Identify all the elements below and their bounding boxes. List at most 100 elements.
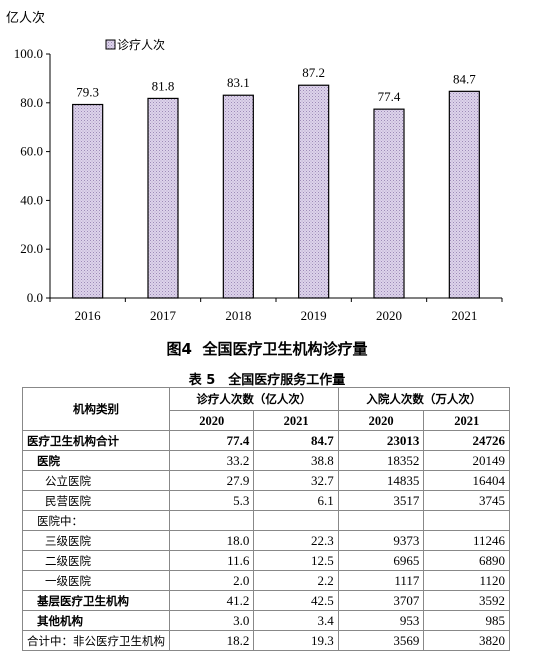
cell-value: 3745 [423, 490, 510, 511]
header-category: 机构类别 [22, 387, 170, 431]
cell-value: 953 [337, 610, 425, 631]
cell-value: 3592 [423, 590, 510, 611]
cell-value: 18.2 [168, 630, 255, 651]
medical-services-table: 机构类别 诊疗人次数（亿人次） 入院人次数（万人次） 2020 2021 202… [22, 387, 511, 651]
table-row: 医院中： [22, 510, 510, 531]
x-tick-label: 2016 [75, 308, 102, 323]
x-tick-label: 2020 [376, 308, 402, 323]
cell-value: 9373 [337, 530, 425, 551]
cell-value: 11246 [423, 530, 510, 551]
y-tick-label: 60.0 [20, 144, 43, 159]
row-label: 医疗卫生机构合计 [22, 430, 170, 451]
table-row: 其他机构 3.0 3.4 953 985 [22, 610, 510, 631]
cell-value: 12.5 [253, 550, 339, 571]
cell-value: 41.2 [168, 590, 255, 611]
x-tick-label: 2018 [225, 308, 251, 323]
header-visits: 诊疗人次数（亿人次） [169, 387, 339, 411]
cell-value: 3.0 [168, 610, 255, 631]
cell-value: 38.8 [253, 450, 339, 471]
figure-caption-title: 全国医疗卫生机构诊疗量 [202, 340, 368, 358]
cell-value: 3.4 [253, 610, 339, 631]
row-label: 三级医院 [22, 530, 170, 551]
x-tick-label: 2017 [150, 308, 177, 323]
legend-label: 诊疗人次 [117, 38, 165, 52]
cell-value: 985 [423, 610, 510, 631]
cell-value [168, 510, 255, 531]
cell-value: 24726 [423, 430, 510, 451]
cell-value [253, 510, 339, 531]
cell-value: 16404 [423, 470, 510, 491]
cell-value: 22.3 [253, 530, 339, 551]
header-admissions: 入院人次数（万人次） [337, 387, 511, 411]
row-label: 医院 [22, 450, 170, 471]
y-tick-label: 80.0 [20, 95, 43, 110]
table-row: 公立医院 27.9 32.7 14835 16404 [22, 470, 510, 491]
header-year: 2020 [337, 410, 425, 431]
header-year: 2021 [253, 410, 339, 431]
bar-value-label: 87.2 [302, 65, 325, 80]
cell-value: 1120 [423, 570, 510, 591]
table-row: 医院 33.2 38.8 18352 20149 [22, 450, 510, 471]
bar-value-label: 77.4 [378, 89, 401, 104]
cell-value: 6.1 [253, 490, 339, 511]
cell-value: 2.2 [253, 570, 339, 591]
x-tick-label: 2019 [301, 308, 327, 323]
cell-value: 3569 [337, 630, 425, 651]
bar [298, 84, 330, 299]
cell-value: 32.7 [253, 470, 339, 491]
cell-value: 18352 [337, 450, 425, 471]
table-row: 民营医院 5.3 6.1 3517 3745 [22, 490, 510, 511]
bar-value-label: 83.1 [227, 75, 250, 90]
cell-value: 77.4 [168, 430, 255, 451]
row-label: 基层医疗卫生机构 [22, 590, 170, 611]
figure-caption-prefix: 图 [166, 340, 182, 358]
cell-value: 6890 [423, 550, 510, 571]
x-tick-label: 2021 [451, 308, 477, 323]
cell-value: 14835 [337, 470, 425, 491]
figure-caption: 图4 全国医疗卫生机构诊疗量 [0, 338, 534, 359]
bar-value-label: 81.8 [152, 78, 175, 93]
cell-value: 84.7 [253, 430, 339, 451]
y-tick-label: 40.0 [20, 192, 43, 207]
cell-value: 3707 [337, 590, 425, 611]
cell-value: 18.0 [168, 530, 255, 551]
cell-value: 19.3 [253, 630, 339, 651]
row-label: 二级医院 [22, 550, 170, 571]
header-year: 2021 [423, 410, 510, 431]
y-tick-label: 20.0 [20, 241, 43, 256]
row-label: 合计中：非公医疗卫生机构 [22, 630, 170, 651]
cell-value: 27.9 [168, 470, 255, 491]
cell-value: 23013 [337, 430, 425, 451]
bar [373, 108, 405, 299]
chart-bars: 79.3 81.8 83.1 87.2 77.4 84.7 [72, 65, 480, 299]
bar [448, 90, 480, 299]
table-row: 医疗卫生机构合计 77.4 84.7 23013 24726 [22, 430, 510, 451]
bar [222, 94, 254, 299]
cell-value: 20149 [423, 450, 510, 471]
cell-value [423, 510, 510, 531]
y-axis-label: 亿人次 [6, 10, 45, 26]
y-tick-label: 0.0 [27, 290, 43, 305]
cell-value: 33.2 [168, 450, 255, 471]
row-label: 公立医院 [22, 470, 170, 491]
table-row: 三级医院 18.0 22.3 9373 11246 [22, 530, 510, 551]
chart-axes: 0.0 20.0 40.0 60.0 80.0 100.0 2016 2017 2018 2019… [14, 46, 503, 323]
cell-value: 42.5 [253, 590, 339, 611]
cell-value: 3517 [337, 490, 425, 511]
bar-value-label: 84.7 [453, 71, 476, 86]
row-label: 一级医院 [22, 570, 170, 591]
row-label: 民营医院 [22, 490, 170, 511]
bar [147, 97, 179, 299]
header-year: 2020 [168, 410, 255, 431]
cell-value: 3820 [423, 630, 510, 651]
cell-value: 5.3 [168, 490, 255, 511]
chart-legend: 诊疗人次 [105, 38, 165, 52]
legend-swatch [105, 39, 116, 50]
cell-value [337, 510, 425, 531]
bar [72, 103, 104, 299]
cell-value: 2.0 [168, 570, 255, 591]
y-tick-label: 100.0 [14, 46, 43, 61]
cell-value: 6965 [337, 550, 425, 571]
row-label: 医院中： [22, 510, 170, 531]
figure-caption-number: 4 [181, 340, 192, 358]
